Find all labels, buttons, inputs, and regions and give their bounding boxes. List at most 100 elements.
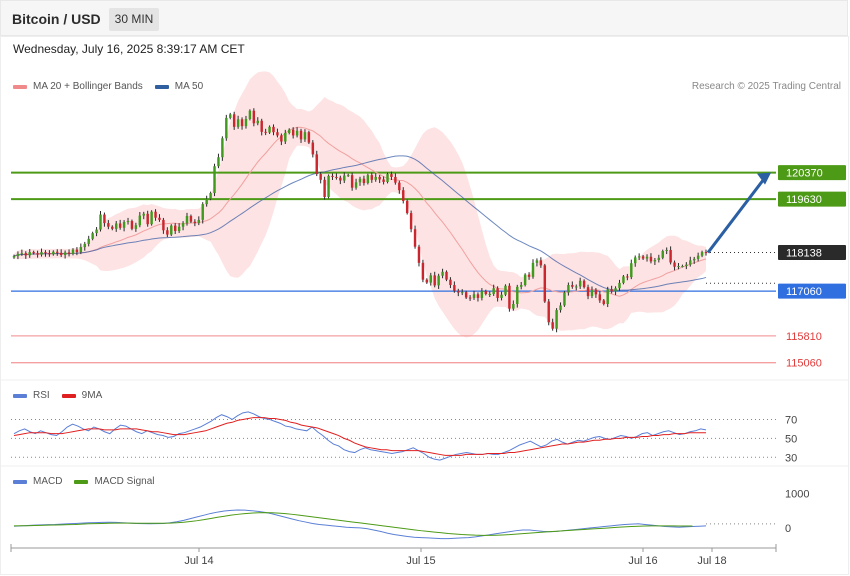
- ma20-line: [13, 126, 707, 297]
- candle: [488, 293, 491, 295]
- candle: [260, 120, 263, 132]
- candle: [240, 119, 244, 127]
- legend-swatch-icon: [74, 479, 89, 484]
- candle: [166, 230, 169, 235]
- candle: [12, 256, 16, 258]
- candle: [56, 251, 59, 253]
- candle: [319, 174, 322, 180]
- candle: [103, 214, 106, 224]
- candle: [480, 291, 484, 298]
- candle: [232, 114, 236, 127]
- candle: [464, 292, 468, 298]
- candle: [115, 223, 118, 229]
- candle: [555, 310, 558, 329]
- legend-label: MACD: [33, 476, 63, 487]
- legend-label: MACD Signal: [94, 476, 155, 487]
- candle: [681, 266, 684, 268]
- candle: [311, 142, 315, 155]
- rsi-line: [13, 411, 707, 461]
- candle: [394, 176, 397, 183]
- candle: [433, 275, 436, 286]
- candle: [634, 257, 637, 264]
- candle: [252, 110, 256, 124]
- candle: [527, 274, 531, 277]
- candle: [343, 175, 346, 181]
- candle: [429, 275, 432, 283]
- candle: [36, 253, 39, 255]
- legend-label: MA 20 + Bollinger Bands: [33, 81, 143, 92]
- candle: [563, 292, 566, 306]
- candle: [626, 276, 629, 278]
- legend-item-ma20-bollinger: MA 20 + Bollinger Bands: [13, 81, 143, 92]
- resistance-2-price-tag: [778, 191, 846, 207]
- candle: [516, 286, 519, 304]
- candle: [378, 176, 381, 180]
- candle: [673, 262, 676, 267]
- title-bar: Bitcoin / USD 30 MIN: [0, 0, 848, 36]
- candle: [657, 257, 661, 260]
- macd-level-label: 0: [785, 523, 791, 535]
- candle: [594, 290, 598, 295]
- candle: [32, 252, 35, 254]
- legend-item-9ma: 9MA: [61, 390, 102, 401]
- candle: [134, 225, 138, 229]
- rsi-level-label: 30: [785, 452, 797, 464]
- candle: [217, 157, 220, 167]
- timeframe-button[interactable]: 30 MIN: [109, 8, 159, 31]
- candle: [28, 252, 31, 256]
- candle: [551, 322, 554, 329]
- candle: [500, 294, 503, 298]
- pivot-price-tag: [778, 283, 846, 299]
- candle: [669, 249, 672, 263]
- candle: [413, 229, 417, 247]
- candle: [496, 288, 499, 298]
- candle: [197, 219, 201, 224]
- price-legend: MA 20 + Bollinger Bands MA 50: [13, 81, 215, 92]
- ma50-line: [13, 155, 707, 291]
- candle: [189, 215, 193, 222]
- candle: [665, 249, 668, 252]
- time-axis-label: Jul 15: [406, 555, 435, 567]
- candle: [661, 251, 664, 258]
- candle: [59, 252, 63, 255]
- candle: [484, 291, 488, 294]
- candle: [63, 252, 67, 255]
- candle: [280, 135, 283, 142]
- candle: [405, 200, 409, 214]
- timestamp: Wednesday, July 16, 2025 8:39:17 AM CET: [13, 42, 245, 56]
- candle: [610, 289, 613, 292]
- legend-item-rsi: RSI: [13, 390, 50, 401]
- candle: [390, 174, 393, 177]
- projection-arrow-head-icon: [757, 172, 771, 185]
- candle: [91, 233, 94, 239]
- legend-swatch-icon: [13, 84, 27, 89]
- candle: [173, 225, 177, 231]
- candle: [508, 285, 511, 309]
- candle: [630, 263, 633, 278]
- candle: [276, 132, 279, 136]
- candle: [295, 130, 299, 136]
- current-price-tag: [778, 245, 846, 261]
- candle: [354, 182, 358, 188]
- candle: [453, 285, 456, 291]
- candle: [158, 217, 161, 220]
- candle: [641, 256, 645, 259]
- candle: [504, 285, 507, 295]
- candle: [598, 294, 602, 301]
- candle: [441, 271, 444, 276]
- candle: [677, 266, 680, 268]
- candle: [52, 251, 55, 255]
- candle: [181, 223, 185, 227]
- candle: [162, 219, 165, 231]
- candle: [303, 132, 307, 140]
- candle: [71, 249, 75, 254]
- candle: [225, 117, 228, 139]
- candle: [512, 304, 515, 309]
- candle: [95, 229, 98, 234]
- candle: [79, 247, 83, 253]
- candle: [370, 175, 374, 180]
- candle: [472, 294, 476, 298]
- rsi-level-label: 70: [785, 414, 797, 426]
- time-axis-label: Jul 18: [697, 555, 726, 567]
